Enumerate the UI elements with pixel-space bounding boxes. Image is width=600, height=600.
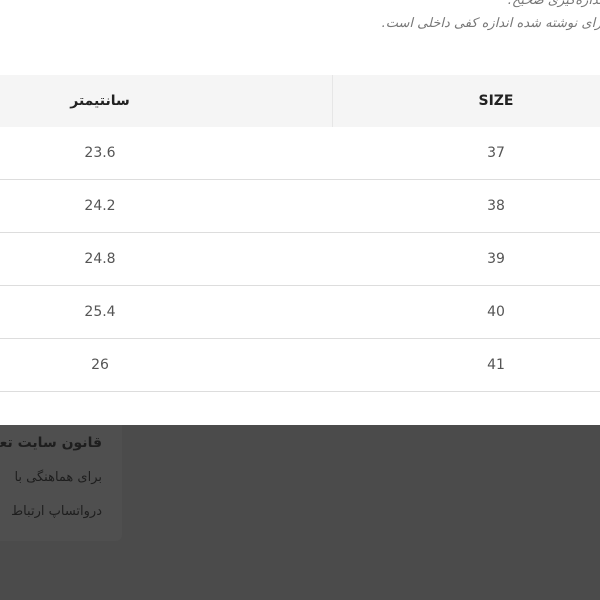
header-cm: سانتیمتر [70,93,130,109]
popup-title: قانون سایت تعویض [0,435,102,451]
cell-cm: 24.2 [84,198,116,214]
table-row: 23.6 37 [0,127,600,180]
popup-line-2: درواتساپ ارتباط [11,504,102,519]
size-table: سانتیمتر SIZE 23.6 37 24.2 38 24.8 39 25.4 4… [0,75,600,392]
popup-line-1: برای هماهنگی با [14,470,102,485]
cell-size: 38 [487,198,505,214]
cell-size: 37 [487,145,505,161]
header-size: SIZE [478,93,514,109]
popup-card: قانون سایت تعویض برای هماهنگی با درواتسا… [0,425,122,541]
cell-size: 41 [487,357,505,373]
cell-size: 39 [487,251,505,267]
intro-text-line-1: اندازه‌گیری صحیح. [507,0,600,8]
cell-cm: 23.6 [84,145,116,161]
table-header: سانتیمتر SIZE [0,75,600,127]
modal-overlay[interactable]: قانون سایت تعویض برای هماهنگی با درواتسا… [0,425,600,600]
cell-size: 40 [487,304,505,320]
cell-cm: 24.8 [84,251,116,267]
table-row: 26 41 [0,339,600,392]
header-divider [332,75,333,127]
table-row: 24.2 38 [0,180,600,233]
table-row: 24.8 39 [0,233,600,286]
table-row: 25.4 40 [0,286,600,339]
intro-text-line-2: برای نوشته شده اندازه کفی داخلی است. [381,16,600,31]
cell-cm: 25.4 [84,304,116,320]
cell-cm: 26 [91,357,109,373]
